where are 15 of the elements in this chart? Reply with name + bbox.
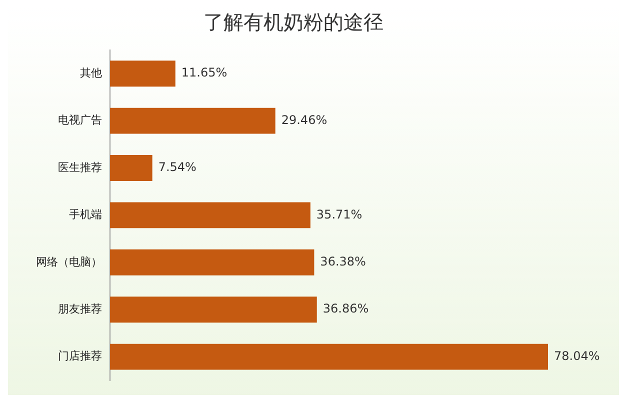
y-tick-label: 门店推荐 — [58, 350, 102, 363]
y-tick-label: 朋友推荐 — [58, 302, 102, 316]
data-label: 11.65% — [181, 66, 228, 80]
chart-title: 了解有机奶粉的途径 — [204, 10, 384, 34]
y-tick-label: 手机端 — [69, 208, 102, 222]
y-tick-label: 医生推荐 — [58, 160, 102, 174]
data-label: 7.54% — [158, 160, 196, 174]
y-tick-label: 电视广告 — [58, 114, 102, 127]
data-label: 78.04% — [554, 348, 600, 363]
data-label: 35.71% — [316, 207, 362, 222]
data-label: 29.46% — [281, 112, 328, 127]
y-tick-label: 网络（电脑） — [36, 255, 102, 268]
y-tick-label: 其他 — [80, 66, 102, 80]
data-label: 36.86% — [322, 302, 369, 316]
data-label: 36.38% — [320, 254, 366, 269]
